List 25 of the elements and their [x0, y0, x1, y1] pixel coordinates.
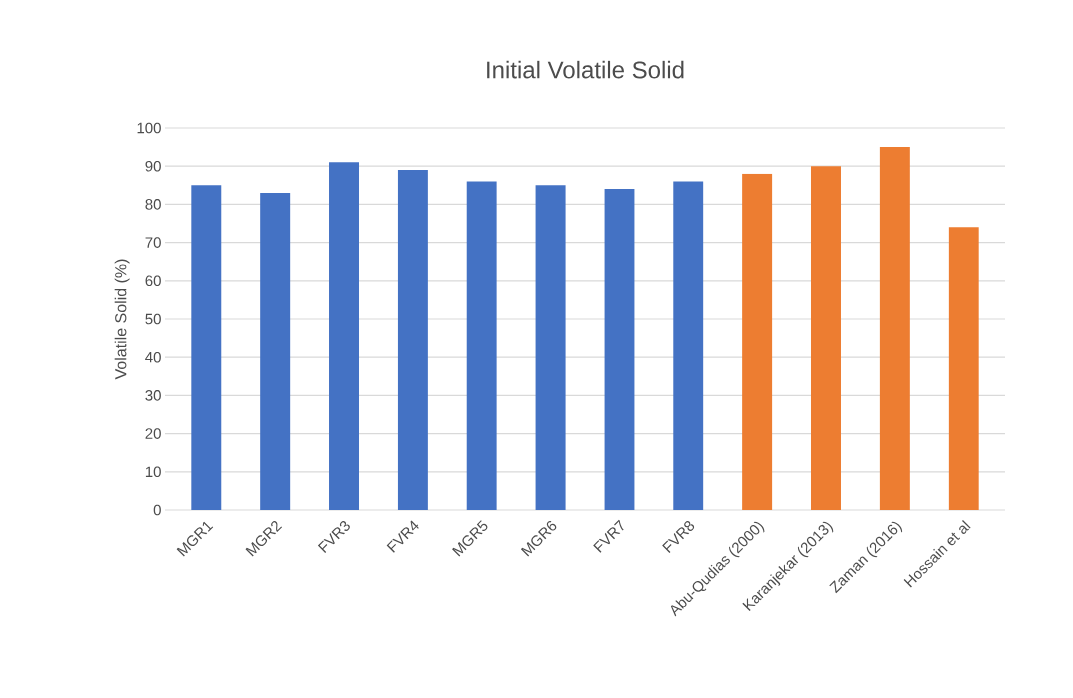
y-tick-label: 60	[145, 275, 161, 287]
bar	[260, 192, 291, 510]
bar	[604, 189, 635, 510]
chart-title: Initial Volatile Solid	[487, 60, 684, 79]
bar	[673, 181, 704, 510]
y-tick-label: 10	[145, 466, 161, 478]
bar	[329, 162, 360, 510]
bar	[397, 170, 428, 510]
y-tick-label: 0	[153, 504, 161, 516]
y-tick-label: 30	[145, 390, 161, 401]
y-tick-label: 80	[145, 199, 161, 210]
y-tick-label: 90	[145, 160, 161, 172]
y-tick-label: 40	[145, 351, 161, 363]
bar	[948, 227, 979, 510]
y-tick-label: 70	[145, 237, 161, 248]
bar	[535, 185, 566, 510]
y-tick-label: 20	[145, 428, 161, 439]
bar	[879, 147, 910, 510]
bar	[742, 173, 773, 510]
y-tick-label: 100	[137, 122, 161, 134]
bar	[466, 181, 497, 510]
bar	[810, 166, 841, 510]
y-tick-label: 50	[145, 313, 161, 325]
bar	[191, 185, 222, 510]
y-axis-title: Volatile Solid (%)	[114, 259, 130, 380]
